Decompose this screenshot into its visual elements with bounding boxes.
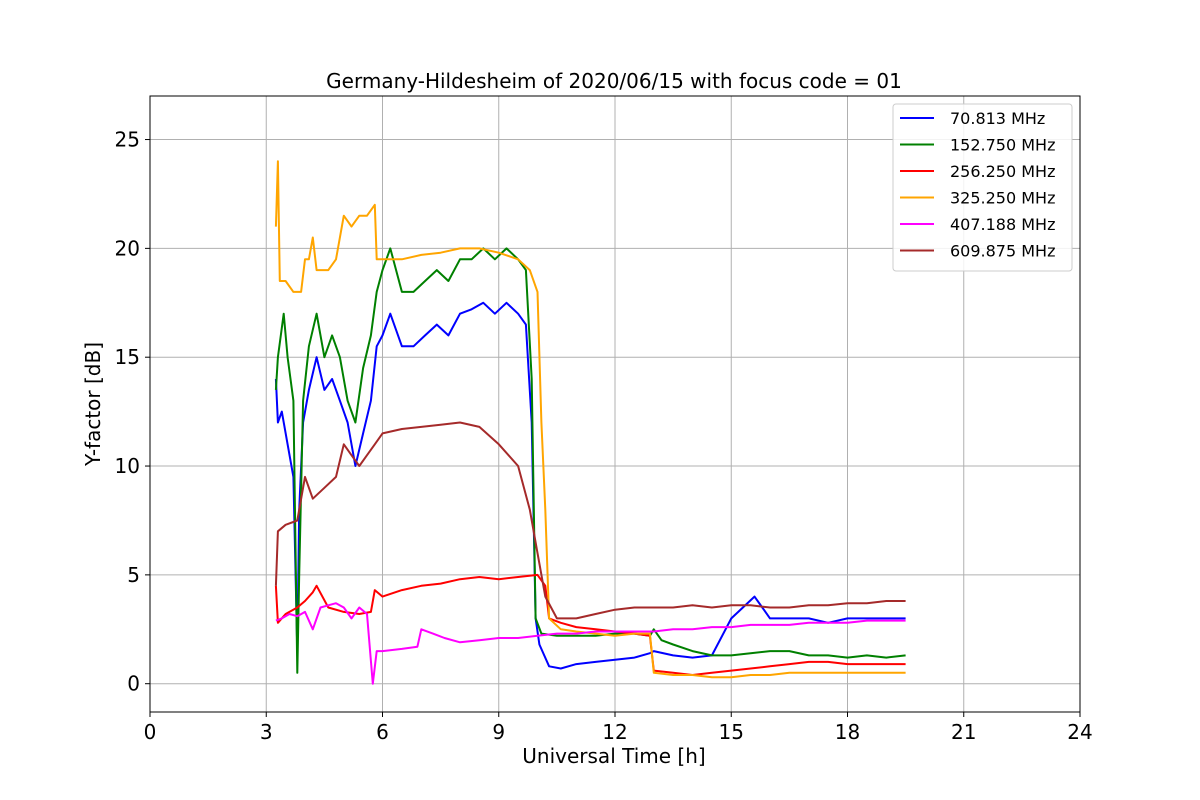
y-tick-label: 0 <box>127 672 140 696</box>
series-line-3 <box>274 160 906 679</box>
x-tick-label: 24 <box>1067 720 1092 744</box>
x-tick-label: 21 <box>951 720 976 744</box>
x-tick-label: 15 <box>719 720 744 744</box>
legend-box <box>892 103 1073 272</box>
x-axis-label: Universal Time [h] <box>522 744 705 768</box>
legend-label-5: 609.875 MHz <box>950 242 1055 261</box>
legend-label-1: 152.750 MHz <box>950 136 1055 155</box>
legend: 70.813 MHz 152.750 MHz 256.250 MHz 325.250 … <box>892 103 1073 272</box>
ticks: 0 3 6 9 12 15 18 21 24 0 5 10 15 20 25 <box>115 128 1093 744</box>
legend-label-2: 256.250 MHz <box>950 162 1055 181</box>
x-tick-label: 3 <box>260 720 273 744</box>
y-axis-label: Y-factor [dB] <box>81 342 105 467</box>
series-line-2 <box>274 573 906 676</box>
legend-label-4: 407.188 MHz <box>950 215 1055 234</box>
series-layer <box>274 160 906 685</box>
y-tick-label: 20 <box>115 236 140 260</box>
x-tick-label: 6 <box>376 720 389 744</box>
x-tick-label: 9 <box>492 720 505 744</box>
y-tick-label: 5 <box>127 563 140 587</box>
series-line-4 <box>275 602 906 685</box>
series-line-5 <box>274 421 906 620</box>
plot-frame <box>149 95 1081 713</box>
x-tick-label: 0 <box>144 720 157 744</box>
y-tick-label: 25 <box>115 128 140 152</box>
x-tick-label: 12 <box>602 720 627 744</box>
legend-label-3: 325.250 MHz <box>950 189 1055 208</box>
y-tick-label: 15 <box>115 345 140 369</box>
legend-label-0: 70.813 MHz <box>950 109 1045 128</box>
series-line-0 <box>274 301 906 670</box>
y-tick-label: 10 <box>115 454 140 478</box>
x-tick-label: 18 <box>835 720 860 744</box>
series-line-1 <box>274 247 906 674</box>
chart-title: Germany-Hildesheim of 2020/06/15 with fo… <box>326 69 902 93</box>
